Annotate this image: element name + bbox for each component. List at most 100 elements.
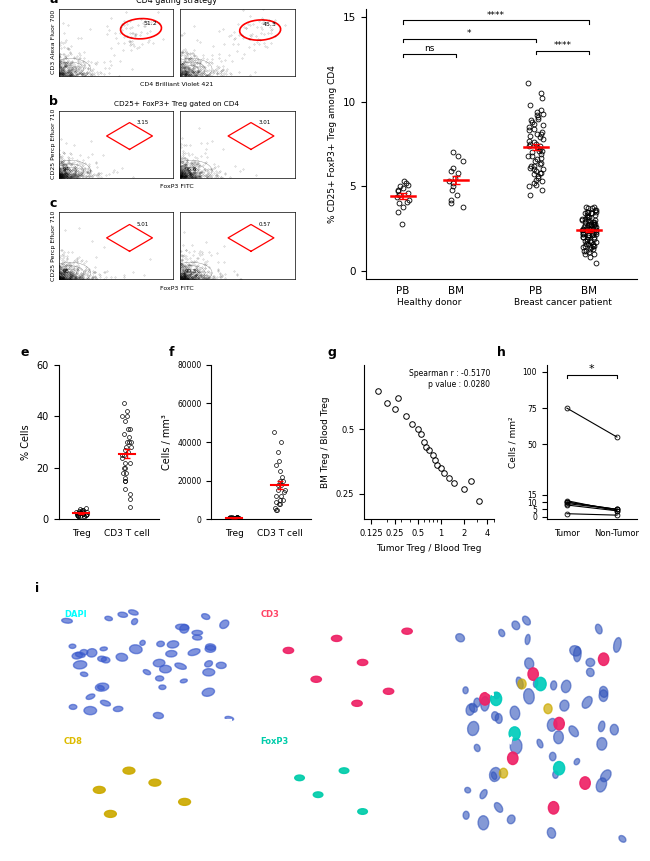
Ellipse shape [352, 700, 362, 706]
Text: 3.01: 3.01 [258, 120, 270, 125]
Ellipse shape [534, 679, 538, 687]
Text: 94: 94 [63, 167, 70, 172]
Text: Healthy donor: Healthy donor [397, 298, 461, 307]
Y-axis label: % CD25+ FoxP3+ Treg among CD4: % CD25+ FoxP3+ Treg among CD4 [328, 65, 337, 223]
Text: Spearman r : -0.5170
p value : 0.0280: Spearman r : -0.5170 p value : 0.0280 [409, 369, 490, 389]
Text: Merge: Merge [567, 612, 597, 621]
Text: *: * [467, 29, 472, 38]
Text: CD25+ FoxP3+ Treg gated on CD4: CD25+ FoxP3+ Treg gated on CD4 [114, 101, 239, 107]
Ellipse shape [580, 777, 590, 790]
Text: a: a [49, 0, 58, 6]
Ellipse shape [491, 772, 497, 779]
Ellipse shape [549, 753, 556, 761]
Ellipse shape [508, 752, 518, 765]
Ellipse shape [96, 683, 109, 691]
Ellipse shape [495, 802, 502, 812]
Text: 3.15: 3.15 [136, 120, 149, 125]
Ellipse shape [81, 672, 88, 677]
Ellipse shape [480, 790, 487, 799]
Ellipse shape [205, 646, 216, 653]
Ellipse shape [549, 802, 559, 814]
Y-axis label: CD3 Alexa Fluor 700: CD3 Alexa Fluor 700 [51, 10, 56, 74]
Ellipse shape [554, 761, 565, 775]
Ellipse shape [619, 835, 626, 842]
Ellipse shape [474, 744, 480, 752]
Ellipse shape [113, 706, 123, 711]
Text: CD3: CD3 [261, 610, 280, 618]
Text: e: e [20, 345, 29, 358]
Ellipse shape [143, 670, 151, 675]
Ellipse shape [86, 694, 95, 699]
Ellipse shape [131, 618, 138, 624]
Ellipse shape [456, 634, 465, 641]
Ellipse shape [180, 679, 187, 683]
Ellipse shape [554, 731, 564, 744]
Text: CD8: CD8 [64, 737, 83, 746]
Ellipse shape [358, 660, 368, 666]
Ellipse shape [105, 616, 112, 621]
Ellipse shape [508, 815, 515, 824]
Ellipse shape [570, 646, 581, 656]
Ellipse shape [384, 688, 394, 694]
Text: f: f [169, 345, 175, 358]
Ellipse shape [205, 644, 216, 650]
Ellipse shape [129, 645, 142, 653]
Text: 0.57: 0.57 [258, 222, 270, 226]
Ellipse shape [574, 759, 580, 765]
Text: h: h [497, 345, 506, 358]
Ellipse shape [525, 658, 534, 669]
Text: 96.6: 96.6 [185, 167, 197, 172]
Ellipse shape [512, 621, 520, 629]
Ellipse shape [62, 618, 72, 623]
Text: ****: **** [554, 41, 571, 50]
Ellipse shape [149, 779, 161, 786]
Ellipse shape [180, 624, 188, 633]
Ellipse shape [494, 692, 500, 698]
Ellipse shape [73, 660, 86, 669]
Ellipse shape [75, 652, 85, 658]
Ellipse shape [562, 680, 571, 692]
Text: DAPI: DAPI [64, 610, 86, 618]
Ellipse shape [202, 614, 210, 619]
Ellipse shape [599, 690, 608, 702]
Text: 5.01: 5.01 [136, 222, 149, 226]
Ellipse shape [140, 641, 145, 646]
Ellipse shape [599, 653, 609, 666]
Ellipse shape [100, 647, 107, 651]
Ellipse shape [537, 740, 543, 748]
Text: i: i [35, 582, 40, 595]
Text: CD4 Brilliant Violet 421: CD4 Brilliant Violet 421 [140, 83, 213, 87]
Ellipse shape [216, 662, 226, 668]
Ellipse shape [551, 681, 556, 690]
Ellipse shape [463, 687, 468, 694]
X-axis label: Tumor Treg / Blood Treg: Tumor Treg / Blood Treg [376, 544, 482, 553]
Text: HD PB: HD PB [107, 10, 128, 16]
Text: HD BM: HD BM [224, 112, 247, 118]
Text: HD PB: HD PB [107, 112, 128, 118]
Y-axis label: % Cells: % Cells [21, 424, 31, 460]
Ellipse shape [153, 660, 165, 666]
Text: HD BM: HD BM [224, 10, 247, 16]
Text: 51.2: 51.2 [143, 21, 157, 26]
Ellipse shape [339, 768, 349, 773]
Ellipse shape [547, 718, 557, 731]
Ellipse shape [478, 815, 489, 830]
Ellipse shape [203, 669, 215, 676]
Ellipse shape [123, 767, 135, 774]
Ellipse shape [599, 722, 605, 732]
Ellipse shape [155, 676, 164, 681]
Ellipse shape [358, 808, 367, 815]
Ellipse shape [159, 685, 166, 690]
Ellipse shape [599, 686, 608, 697]
Ellipse shape [554, 717, 564, 730]
Ellipse shape [480, 692, 490, 705]
Ellipse shape [101, 700, 111, 706]
Ellipse shape [535, 678, 546, 691]
Ellipse shape [516, 677, 523, 689]
Ellipse shape [523, 616, 530, 625]
Text: b: b [49, 95, 58, 108]
Ellipse shape [202, 688, 215, 697]
Ellipse shape [225, 716, 233, 721]
Ellipse shape [465, 787, 471, 793]
Ellipse shape [469, 703, 477, 712]
